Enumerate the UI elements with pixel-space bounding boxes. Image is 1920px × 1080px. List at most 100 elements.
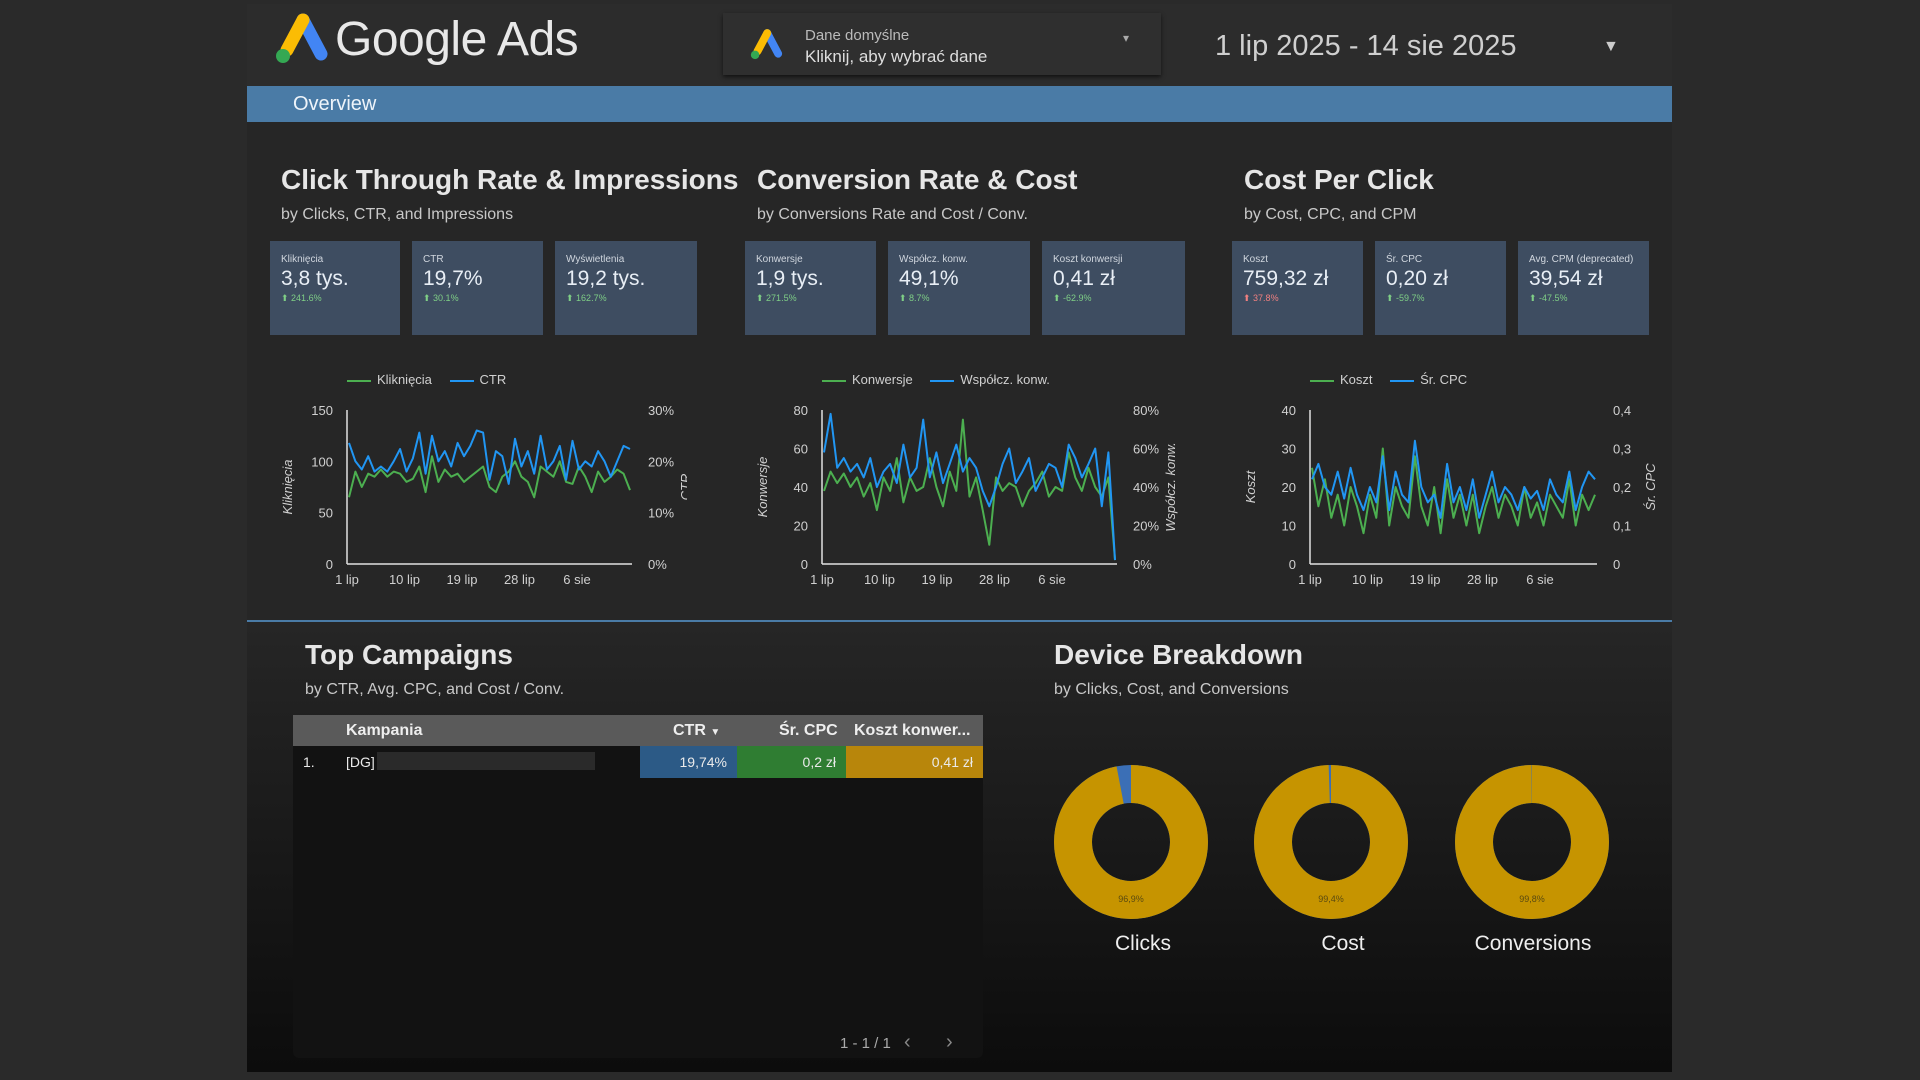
brand-name: Google Ads [335,13,579,66]
y-tick-label: 20 [1282,480,1296,495]
section-title: Conversion Rate & Cost [757,164,1078,195]
google-ads-logo-icon [271,10,331,71]
x-tick-label: 10 lip [389,572,420,587]
y2-tick-label: 30% [648,403,674,418]
section-subtitle: by Cost, CPC, and CPM [1244,206,1417,223]
kpi-value: 19,2 tys. [566,267,646,290]
section-title: Cost Per Click [1244,164,1434,195]
legend-label: Koszt [1340,372,1373,387]
x-tick-label: 1 lip [335,572,359,587]
section-title: Device Breakdown [1054,639,1303,670]
y-tick-label: 0 [1289,557,1296,572]
sort-desc-icon[interactable]: ▼ [710,727,721,738]
prev-page-icon[interactable]: ‹ [904,1031,911,1053]
x-tick-label: 19 lip [1409,572,1440,587]
y-tick-label: 60 [794,442,808,457]
y2-tick-label: 0% [1133,557,1152,572]
kpi-value: 1,9 tys. [756,267,824,290]
tab-overview[interactable]: Overview [293,93,377,115]
date-range[interactable]: 1 lip 2025 - 14 sie 2025 [1215,30,1517,62]
y2-axis-title: Śr. CPC [1643,463,1658,511]
y2-tick-label: 0,4 [1613,403,1631,418]
nav-bar: Overview [247,86,1672,122]
column-header-campaign[interactable]: Kampania [346,722,423,739]
donut-label-cost: Cost [1321,932,1365,955]
y-axis-title: Konwersje [755,457,770,518]
kpi-value: 19,7% [423,267,483,290]
kpi-delta: ⬆ -62.9% [1053,293,1092,303]
x-tick-label: 1 lip [1298,572,1322,587]
kpi-card-avg-cpc: Śr. CPC 0,20 zł ⬆ -59.7% [1375,241,1506,335]
legend-label: Kliknięcia [377,372,432,387]
kpi-delta: ⬆ 241.6% [281,293,322,303]
column-header-ctr[interactable]: CTR ▼ [673,722,721,739]
next-page-icon[interactable]: › [946,1031,953,1053]
kpi-value: 0,41 zł [1053,267,1115,290]
x-tick-label: 6 sie [563,572,590,587]
report-canvas: Google Ads Dane domyślne Kliknij, aby wy… [247,4,1672,1072]
donut-percent-label: 96,9% [1118,894,1144,904]
series-line [348,455,631,499]
kpi-card-impressions: Wyświetlenia 19,2 tys. ⬆ 162.7% [555,241,697,335]
y-tick-label: 0 [326,557,333,572]
kpi-card-conversion-rate: Współcz. konw. 49,1% ⬆ 8.7% [888,241,1030,335]
y-tick-label: 80 [794,403,808,418]
cell-ctr: 19,74% [640,746,737,778]
y2-tick-label: 20% [1133,519,1159,534]
google-ads-logo-icon [747,27,785,66]
kpi-delta: ⬆ 30.1% [423,293,459,303]
legend-swatch [1310,379,1334,382]
donut-percent-label: 99,8% [1519,894,1545,904]
series-line [1311,447,1596,535]
y-tick-label: 150 [311,403,333,418]
y2-tick-label: 0,1 [1613,519,1631,534]
kpi-label: Kliknięcia [281,254,324,265]
data-source-selector[interactable]: Dane domyślne Kliknij, aby wybrać dane ▾ [723,13,1161,75]
y-tick-label: 100 [311,454,333,469]
legend-label: Śr. CPC [1420,372,1468,387]
y2-tick-label: 0 [1613,557,1620,572]
cell-avg-cpc: 0,2 zł [737,746,846,778]
donut-slice-major [1455,765,1609,919]
caret-down-icon[interactable]: ▼ [1603,38,1619,55]
y2-axis-title: Współcz. konw. [1163,442,1178,532]
y2-tick-label: 10% [648,506,674,521]
kpi-card-ctr: CTR 19,7% ⬆ 30.1% [412,241,543,335]
x-tick-label: 28 lip [1467,572,1498,587]
legend-swatch [930,379,955,382]
pagination-label: 1 - 1 / 1 [840,1035,891,1052]
campaigns-table: Kampania CTR ▼ Śr. CPC Koszt konwer... 1… [293,715,983,1058]
y-axis-title: Kliknięcia [280,460,295,515]
y-tick-label: 40 [1282,403,1296,418]
device-donut-charts: 96,9% 99,4% 99,8% [1054,765,1609,919]
section-title: Top Campaigns [305,639,513,670]
kpi-label: Koszt konwersji [1053,254,1123,265]
section-subtitle: by Clicks, CTR, and Impressions [281,206,514,223]
y2-tick-label: 0,3 [1613,442,1631,457]
column-header-cost-per-conv[interactable]: Koszt konwer... [854,722,971,739]
kpi-label: Avg. CPM (deprecated) [1529,254,1634,265]
y2-tick-label: 20% [648,454,674,469]
donut-slice-major [1054,765,1208,919]
chart-legend: Konwersje Współcz. konw. [822,372,1050,387]
x-tick-label: 1 lip [810,572,834,587]
section-subtitle: by Clicks, Cost, and Conversions [1054,681,1289,698]
x-tick-label: 10 lip [864,572,895,587]
campaign-name: [DG] [346,754,375,770]
data-source-title: Dane domyślne [805,27,910,44]
cell-cost-per-conv: 0,41 zł [846,746,983,778]
kpi-delta: ⬆ -59.7% [1386,293,1425,303]
y2-tick-label: 0,2 [1613,480,1631,495]
kpi-delta: ⬆ -47.5% [1529,293,1568,303]
x-tick-label: 6 sie [1526,572,1553,587]
legend-swatch [1390,379,1415,382]
y2-tick-label: 40% [1133,480,1159,495]
chart-svg: 0 10 20 30 40 0 0,1 0,2 0,3 0,4 1 lip 10 lip 19 lip 2… [1243,403,1658,587]
column-header-avg-cpc[interactable]: Śr. CPC [779,722,838,739]
donut-label-clicks: Clicks [1115,932,1171,955]
donut-slice-major [1254,765,1408,919]
chart-legend: Kliknięcia CTR [347,372,506,387]
chart-svg: 0 50 100 150 0% 10% 20% 30% 1 lip 10 lip 19 lip 28 … [280,403,687,587]
caret-down-icon[interactable]: ▾ [1123,31,1130,45]
y2-axis-title: CTR [678,474,687,501]
